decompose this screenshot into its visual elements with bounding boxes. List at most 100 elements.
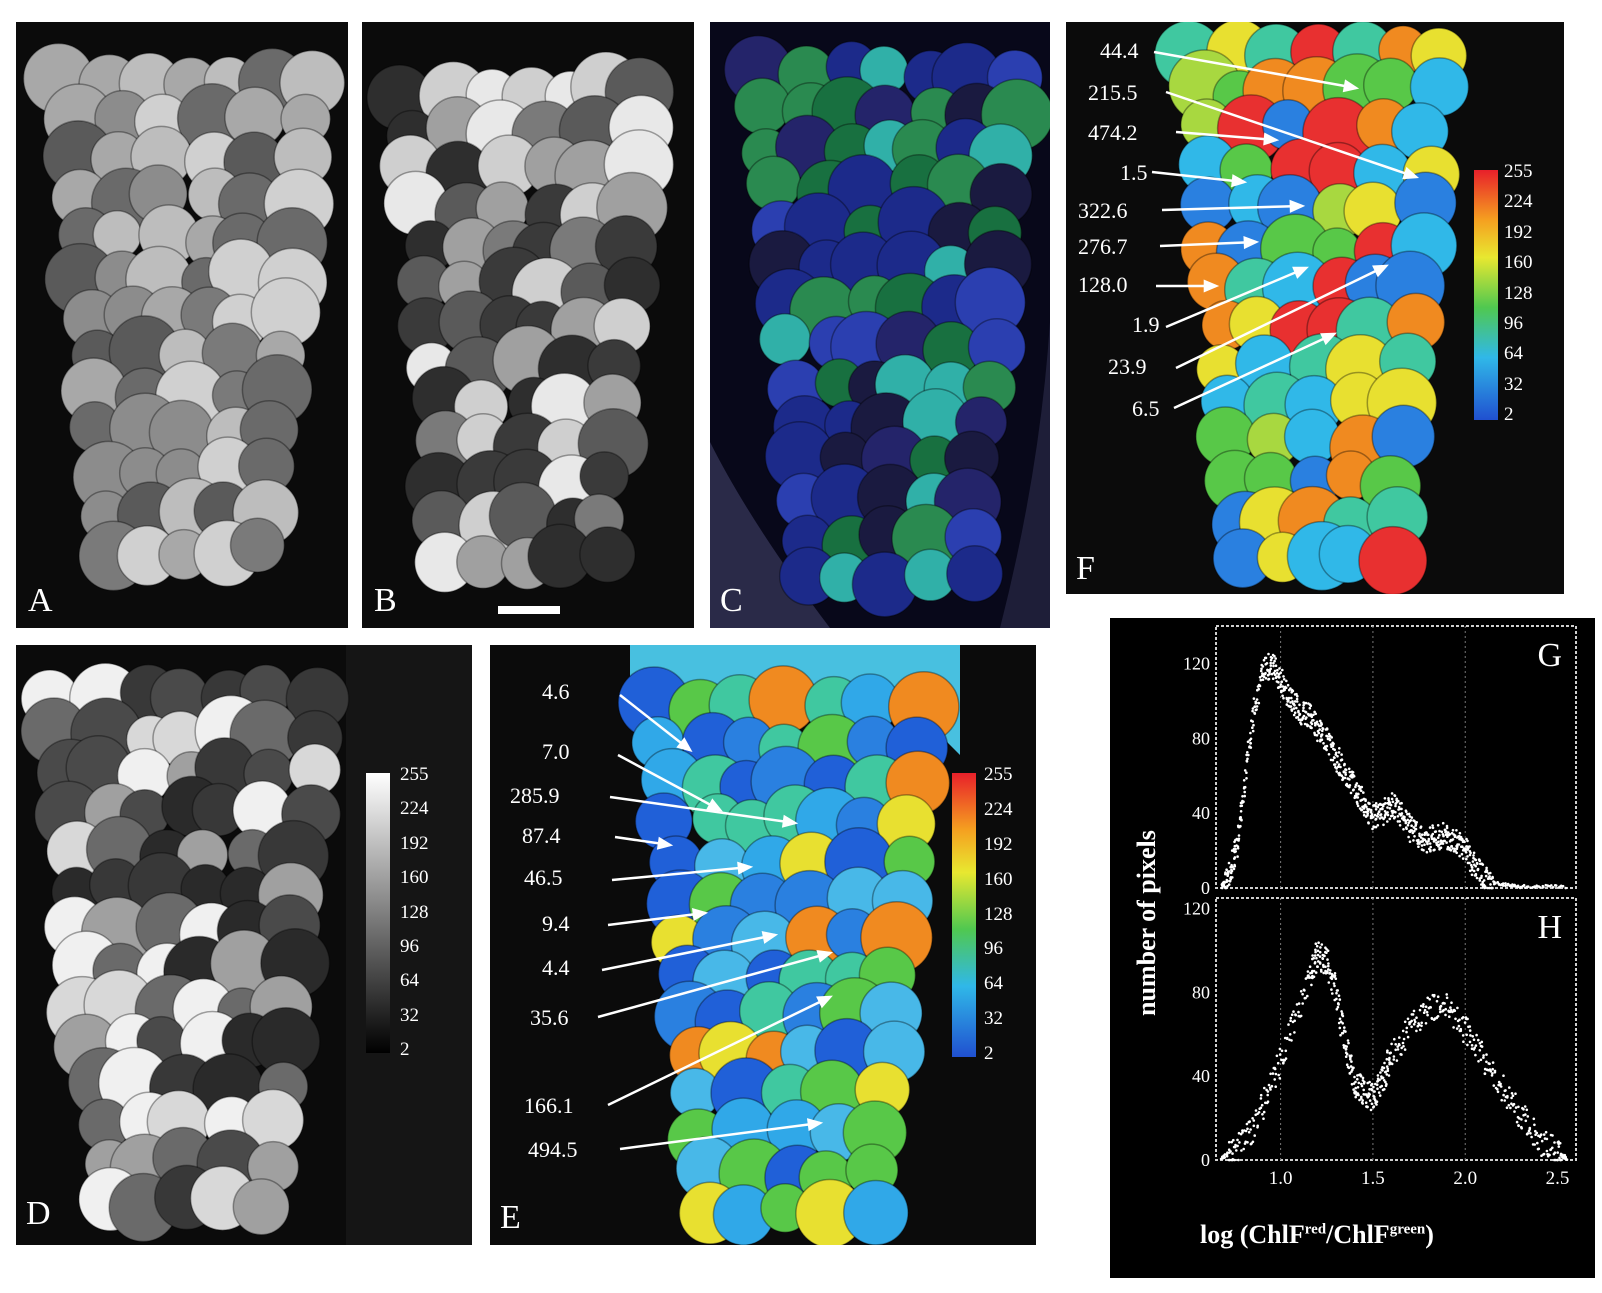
data-point — [1222, 883, 1226, 887]
data-point — [1428, 842, 1432, 845]
data-point — [1262, 1117, 1265, 1120]
data-point — [1406, 1017, 1410, 1021]
data-point — [1445, 824, 1449, 828]
data-point — [1434, 838, 1438, 842]
data-point — [1327, 962, 1330, 965]
data-point — [1352, 1066, 1355, 1070]
data-point — [1425, 850, 1429, 854]
data-point — [1526, 1132, 1530, 1135]
data-point — [1423, 843, 1426, 846]
data-point — [1477, 1060, 1480, 1063]
y-tick-label: 40 — [1192, 803, 1210, 823]
e-value: 46.5 — [524, 865, 563, 890]
data-point — [1385, 1082, 1388, 1086]
data-point — [1273, 654, 1276, 658]
data-point — [1229, 865, 1232, 869]
data-point — [1337, 1002, 1340, 1005]
data-point — [1400, 812, 1404, 815]
data-point — [1539, 1133, 1543, 1136]
data-point — [1240, 804, 1244, 807]
data-point — [1333, 756, 1336, 760]
data-point — [1356, 1077, 1359, 1081]
data-point — [1242, 779, 1246, 782]
data-point — [1310, 715, 1314, 719]
data-point — [1537, 1147, 1541, 1151]
data-point — [1508, 1086, 1511, 1089]
data-point — [1322, 965, 1325, 969]
data-point — [1302, 706, 1305, 710]
data-point — [1305, 716, 1308, 719]
data-point — [1402, 1045, 1405, 1048]
data-point — [1344, 1055, 1348, 1058]
data-point — [1367, 821, 1370, 825]
data-point — [1258, 684, 1262, 688]
data-point — [1265, 662, 1269, 665]
data-point — [1289, 701, 1292, 704]
data-point — [1484, 874, 1488, 878]
data-point — [1253, 712, 1257, 715]
data-point — [1418, 842, 1421, 845]
data-point — [1293, 700, 1297, 703]
data-point — [1247, 1130, 1251, 1134]
data-point — [1448, 833, 1452, 836]
data-point — [1296, 694, 1299, 698]
data-point — [1292, 707, 1296, 710]
data-point — [1335, 997, 1338, 1001]
plot-frame — [1215, 897, 1577, 1161]
data-point — [1255, 698, 1259, 701]
data-point — [1386, 1069, 1390, 1073]
data-point — [1404, 809, 1408, 812]
data-point — [1394, 810, 1397, 814]
data-point — [1463, 840, 1466, 844]
data-point — [1383, 1061, 1386, 1065]
data-point — [1410, 816, 1414, 819]
data-point — [1315, 944, 1319, 948]
data-point — [1466, 1043, 1469, 1047]
data-point — [1290, 709, 1294, 712]
data-point — [1386, 806, 1389, 809]
data-point — [1392, 1055, 1396, 1058]
data-point — [1356, 796, 1360, 799]
data-point — [1339, 765, 1342, 769]
data-point — [1383, 797, 1387, 800]
data-point — [1405, 1026, 1409, 1030]
panel-e-berries — [597, 645, 976, 1245]
data-point — [1402, 1037, 1406, 1041]
data-point — [1251, 726, 1254, 729]
berry — [579, 451, 630, 502]
data-point — [1302, 704, 1305, 707]
data-point — [1542, 885, 1545, 889]
data-point — [1373, 1090, 1376, 1093]
data-point — [1359, 1074, 1363, 1078]
data-point — [1493, 1069, 1497, 1073]
data-point — [1520, 1118, 1523, 1121]
x-axis-label-main: log (ChlF — [1200, 1220, 1305, 1249]
data-point — [1226, 884, 1229, 888]
arrowhead — [816, 995, 833, 1009]
data-point — [1465, 857, 1468, 861]
data-point — [1413, 829, 1416, 833]
data-point — [1320, 970, 1323, 973]
data-point — [1293, 1019, 1296, 1023]
data-point — [1336, 1005, 1340, 1009]
data-point — [1236, 855, 1239, 858]
data-point — [1354, 1095, 1357, 1099]
data-point — [1351, 1068, 1354, 1072]
data-point — [1540, 1139, 1544, 1143]
data-point — [1480, 1040, 1484, 1044]
data-point — [1243, 785, 1247, 789]
histogram-panel: 0 40 80 120 G 0 40 80 120 1.0 1.5 2.0 2.5 H number o… — [1110, 618, 1595, 1278]
data-point — [1307, 974, 1310, 977]
data-point — [1428, 998, 1431, 1001]
data-point — [1474, 864, 1477, 868]
data-point — [1468, 1040, 1472, 1044]
data-point — [1463, 1021, 1467, 1024]
data-point — [1320, 943, 1324, 946]
data-point — [1237, 1131, 1241, 1135]
data-point — [1252, 723, 1255, 727]
data-point — [1235, 1149, 1238, 1152]
data-point — [1295, 697, 1299, 701]
data-point — [1406, 818, 1409, 822]
data-point — [1312, 713, 1315, 717]
f-value: 276.7 — [1078, 234, 1128, 259]
